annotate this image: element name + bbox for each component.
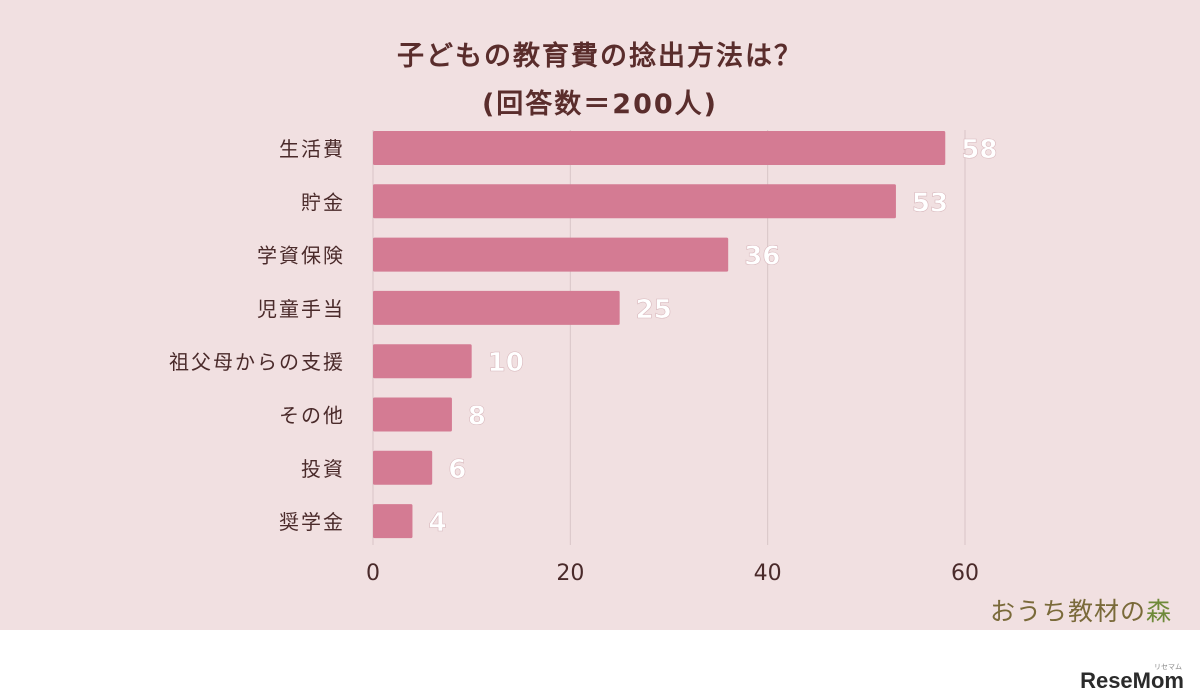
value-label-2: 36	[744, 242, 780, 272]
value-label-7: 4	[428, 508, 446, 538]
watermark-tiny-text: リセマム	[1154, 664, 1182, 671]
bar-4	[373, 344, 472, 379]
category-label-7: 奨学金	[279, 510, 345, 534]
category-label-0: 生活費	[279, 137, 345, 161]
brand-text: おうち教材の	[989, 597, 1146, 626]
bar-chart: 生活費 58 貯金 53 学資保険 36 児童手当 25 祖父母からの支援 10 その他 8 投資 6 奨学…	[169, 130, 998, 586]
bar-0	[373, 131, 946, 165]
x-tick-label-40: 40	[754, 561, 782, 586]
bar-2	[373, 237, 729, 272]
brand-logo: おうち教材の森	[990, 592, 1172, 628]
category-label-4: 祖父母からの支援	[169, 350, 345, 374]
bar-5	[373, 397, 452, 432]
value-label-6: 6	[448, 455, 466, 485]
chart-subtitle: (回答数＝200人)	[481, 89, 719, 120]
watermark-text: ReseMom	[1080, 668, 1184, 693]
value-label-0: 58	[961, 135, 997, 165]
chart-title: 子どもの教育費の捻出方法は？	[397, 41, 803, 72]
brand-accent: 森	[1145, 597, 1172, 626]
bar-1	[373, 184, 896, 219]
value-label-5: 8	[468, 402, 486, 432]
value-label-1: 53	[912, 188, 948, 218]
bar-6	[373, 450, 433, 485]
category-label-5: その他	[279, 404, 345, 428]
bar-3	[373, 290, 620, 325]
x-tick-label-20: 20	[556, 561, 584, 586]
resemom-watermark: ReseMom リセマム	[1080, 664, 1184, 694]
value-label-4: 10	[488, 348, 524, 378]
category-label-2: 学資保険	[257, 244, 345, 268]
value-label-3: 25	[636, 295, 672, 325]
x-tick-label-0: 0	[366, 561, 380, 586]
category-label-1: 貯金	[301, 190, 345, 214]
category-label-3: 児童手当	[257, 297, 345, 321]
bar-7	[373, 504, 413, 539]
category-label-6: 投資	[301, 457, 345, 481]
x-tick-label-60: 60	[951, 561, 979, 586]
